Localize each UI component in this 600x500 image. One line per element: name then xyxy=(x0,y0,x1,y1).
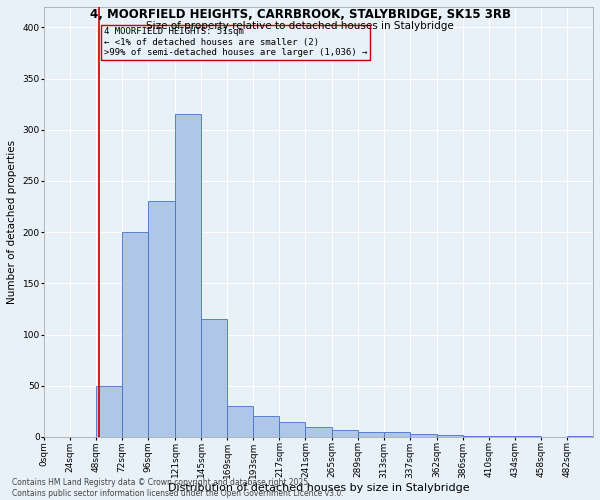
Bar xyxy=(515,436,541,437)
Bar xyxy=(463,436,489,437)
Text: Contains HM Land Registry data © Crown copyright and database right 2025.
Contai: Contains HM Land Registry data © Crown c… xyxy=(12,478,344,498)
Bar xyxy=(567,436,593,437)
Text: 4, MOORFIELD HEIGHTS, CARRBROOK, STALYBRIDGE, SK15 3RB: 4, MOORFIELD HEIGHTS, CARRBROOK, STALYBR… xyxy=(89,8,511,20)
Bar xyxy=(122,232,148,437)
Bar xyxy=(201,319,227,437)
Bar xyxy=(227,406,253,437)
Y-axis label: Number of detached properties: Number of detached properties xyxy=(7,140,17,304)
Bar xyxy=(175,114,201,437)
Bar xyxy=(410,434,437,437)
Bar xyxy=(437,435,463,437)
Bar xyxy=(332,430,358,437)
Bar xyxy=(489,436,515,437)
Bar xyxy=(148,202,175,437)
X-axis label: Distribution of detached houses by size in Stalybridge: Distribution of detached houses by size … xyxy=(167,483,469,493)
Text: Size of property relative to detached houses in Stalybridge: Size of property relative to detached ho… xyxy=(146,21,454,31)
Bar xyxy=(358,432,383,437)
Bar xyxy=(96,386,122,437)
Text: 4 MOORFIELD HEIGHTS: 51sqm
← <1% of detached houses are smaller (2)
>99% of semi: 4 MOORFIELD HEIGHTS: 51sqm ← <1% of deta… xyxy=(104,28,367,57)
Bar xyxy=(383,432,410,437)
Bar xyxy=(280,422,305,437)
Bar xyxy=(305,426,332,437)
Bar xyxy=(253,416,280,437)
